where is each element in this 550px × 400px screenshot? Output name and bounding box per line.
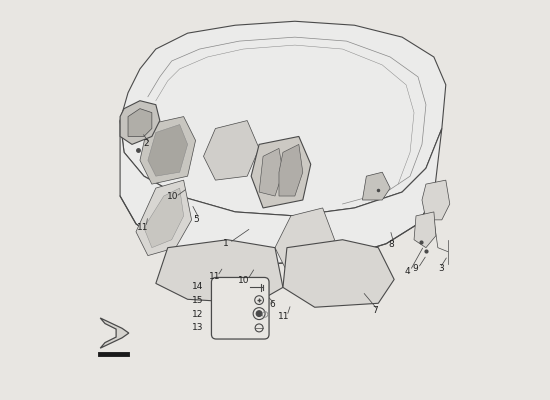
Text: 14: 14 bbox=[192, 282, 204, 291]
Polygon shape bbox=[156, 240, 283, 303]
Text: 11: 11 bbox=[278, 312, 289, 321]
Text: 13: 13 bbox=[192, 324, 204, 332]
Polygon shape bbox=[144, 188, 184, 248]
Text: 5: 5 bbox=[194, 215, 199, 224]
Polygon shape bbox=[120, 120, 442, 264]
Polygon shape bbox=[120, 101, 160, 144]
Polygon shape bbox=[414, 212, 436, 248]
Text: 11: 11 bbox=[209, 272, 221, 281]
Text: 9: 9 bbox=[412, 264, 418, 273]
Circle shape bbox=[256, 311, 262, 316]
Polygon shape bbox=[362, 172, 390, 200]
Polygon shape bbox=[251, 136, 311, 208]
Polygon shape bbox=[100, 318, 129, 348]
Text: 12: 12 bbox=[192, 310, 204, 318]
Polygon shape bbox=[148, 124, 188, 176]
Text: 6: 6 bbox=[269, 300, 274, 309]
Text: 11: 11 bbox=[138, 222, 149, 232]
Text: 1: 1 bbox=[222, 239, 228, 248]
Polygon shape bbox=[422, 180, 450, 220]
Polygon shape bbox=[204, 120, 259, 180]
Text: 7: 7 bbox=[372, 306, 378, 315]
Text: 3: 3 bbox=[438, 264, 444, 273]
Polygon shape bbox=[283, 240, 394, 307]
Polygon shape bbox=[279, 144, 303, 196]
Text: 8: 8 bbox=[388, 240, 394, 249]
Text: 10: 10 bbox=[167, 192, 178, 201]
Text: 2: 2 bbox=[143, 139, 148, 148]
FancyBboxPatch shape bbox=[211, 278, 269, 339]
Text: 10: 10 bbox=[238, 276, 250, 285]
Polygon shape bbox=[140, 116, 196, 184]
Polygon shape bbox=[275, 208, 334, 272]
Text: 15: 15 bbox=[192, 296, 204, 305]
Text: 4: 4 bbox=[404, 267, 410, 276]
Polygon shape bbox=[259, 148, 283, 196]
Polygon shape bbox=[128, 109, 152, 136]
Polygon shape bbox=[136, 180, 191, 256]
Polygon shape bbox=[120, 21, 446, 216]
